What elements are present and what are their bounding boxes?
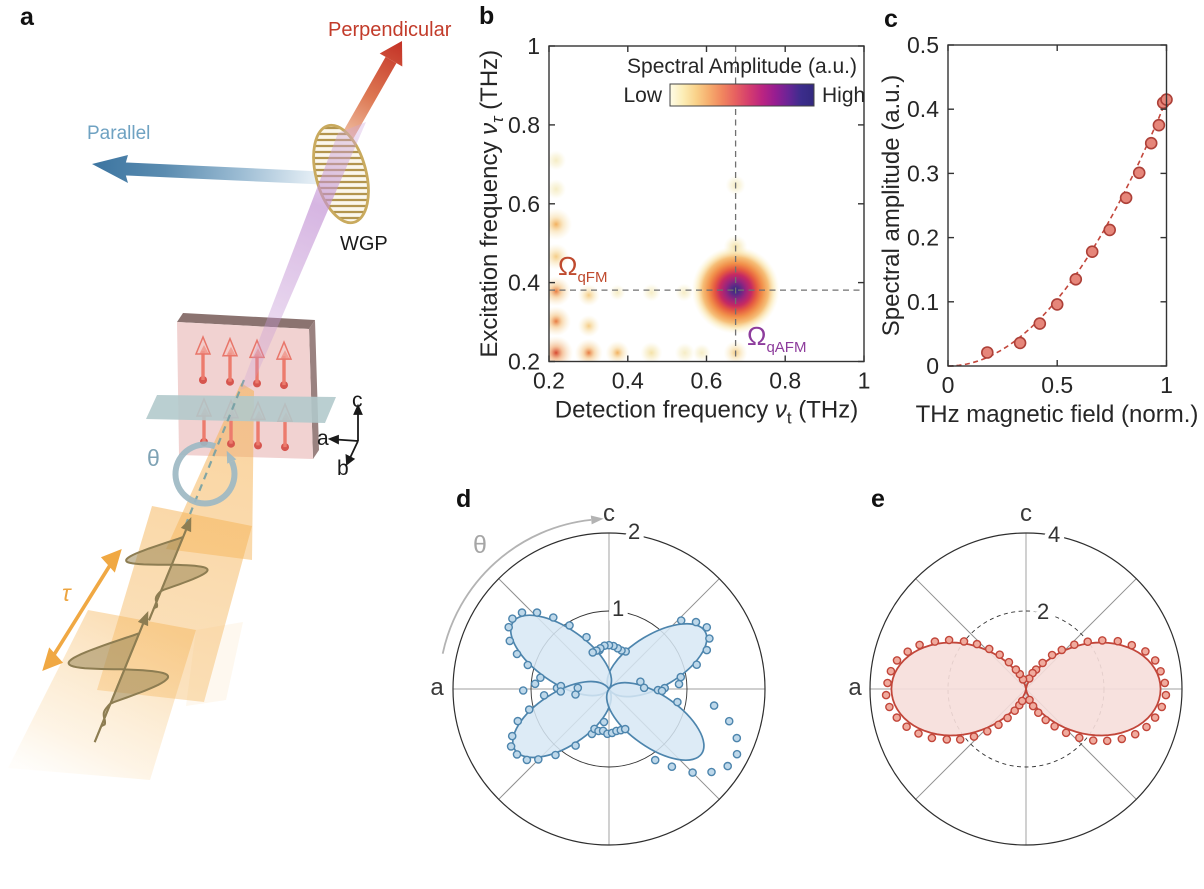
svg-text:0: 0 (926, 353, 939, 379)
svg-text:e: e (871, 485, 885, 513)
svg-text:Low: Low (623, 84, 662, 107)
svg-text:0.1: 0.1 (907, 289, 939, 315)
svg-text:0.5: 0.5 (907, 32, 939, 58)
svg-text:b: b (337, 457, 349, 480)
svg-text:Perpendicular: Perpendicular (328, 19, 452, 41)
svg-text:c: c (603, 500, 615, 527)
svg-text:0.2: 0.2 (533, 368, 565, 394)
svg-text:0.5: 0.5 (1041, 372, 1073, 398)
svg-text:c: c (1020, 500, 1032, 527)
svg-text:0.4: 0.4 (508, 270, 540, 296)
svg-text:2: 2 (628, 519, 640, 544)
svg-text:0: 0 (942, 372, 955, 398)
svg-text:0.4: 0.4 (612, 368, 644, 394)
svg-text:0.6: 0.6 (508, 191, 540, 217)
svg-text:0.3: 0.3 (907, 160, 939, 186)
svg-text:Parallel: Parallel (87, 123, 150, 144)
svg-text:Excitation frequency ντ (THz): Excitation frequency ντ (THz) (476, 50, 507, 358)
svg-text:a: a (430, 674, 444, 701)
svg-text:θ: θ (147, 445, 160, 471)
svg-text:2: 2 (1037, 599, 1049, 624)
svg-text:1: 1 (527, 33, 540, 59)
svg-text:b: b (479, 2, 494, 30)
svg-text:c: c (884, 5, 898, 33)
svg-text:4: 4 (1048, 522, 1060, 547)
svg-text:θ: θ (473, 531, 487, 559)
svg-text:a: a (317, 427, 329, 450)
svg-text:τ: τ (62, 580, 72, 606)
svg-text:High: High (822, 84, 865, 107)
svg-text:0.6: 0.6 (691, 368, 723, 394)
svg-text:THz magnetic field (norm.): THz magnetic field (norm.) (916, 401, 1199, 428)
svg-text:0.2: 0.2 (907, 225, 939, 251)
svg-text:WGP: WGP (340, 233, 388, 255)
svg-text:d: d (456, 485, 471, 513)
svg-text:Detection frequency νt (THz): Detection frequency νt (THz) (555, 397, 859, 428)
svg-text:a: a (848, 674, 862, 701)
svg-text:1: 1 (1160, 372, 1173, 398)
svg-text:1: 1 (858, 368, 871, 394)
svg-text:0.4: 0.4 (907, 96, 939, 122)
svg-text:c: c (352, 389, 363, 412)
svg-text:0.2: 0.2 (508, 349, 540, 375)
svg-text:Spectral Amplitude (a.u.): Spectral Amplitude (a.u.) (627, 55, 857, 78)
svg-text:1: 1 (612, 596, 624, 621)
svg-text:0.8: 0.8 (508, 112, 540, 138)
svg-text:0.8: 0.8 (769, 368, 801, 394)
svg-text:Spectral amplitude (a.u.): Spectral amplitude (a.u.) (878, 75, 905, 336)
svg-text:a: a (20, 3, 35, 31)
